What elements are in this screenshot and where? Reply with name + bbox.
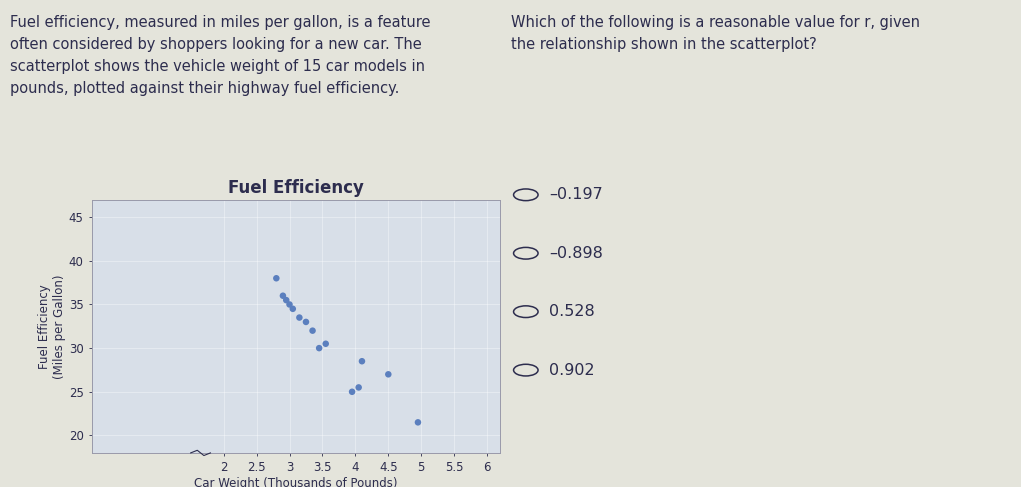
Text: 0.902: 0.902 bbox=[549, 363, 595, 377]
Point bbox=[285, 305, 301, 313]
Y-axis label: Fuel Efficiency
(Miles per Gallon): Fuel Efficiency (Miles per Gallon) bbox=[38, 274, 66, 378]
Point bbox=[354, 357, 371, 365]
Point bbox=[350, 384, 367, 392]
Point bbox=[304, 327, 321, 335]
Text: Fuel efficiency, measured in miles per gallon, is a feature
often considered by : Fuel efficiency, measured in miles per g… bbox=[10, 15, 431, 96]
Text: –0.898: –0.898 bbox=[549, 246, 603, 261]
Point bbox=[282, 300, 298, 308]
Point bbox=[318, 340, 334, 348]
Point bbox=[311, 344, 328, 352]
Point bbox=[409, 418, 426, 426]
Point bbox=[344, 388, 360, 395]
Title: Fuel Efficiency: Fuel Efficiency bbox=[228, 179, 364, 197]
Point bbox=[380, 371, 396, 378]
Text: 0.528: 0.528 bbox=[549, 304, 595, 319]
X-axis label: Car Weight (Thousands of Pounds): Car Weight (Thousands of Pounds) bbox=[194, 477, 398, 487]
Point bbox=[298, 318, 314, 326]
Point bbox=[278, 296, 294, 304]
Text: Which of the following is a reasonable value for r, given
the relationship shown: Which of the following is a reasonable v… bbox=[510, 15, 920, 52]
Text: –0.197: –0.197 bbox=[549, 187, 603, 202]
Point bbox=[269, 274, 285, 282]
Point bbox=[291, 314, 307, 321]
Point bbox=[275, 292, 291, 300]
